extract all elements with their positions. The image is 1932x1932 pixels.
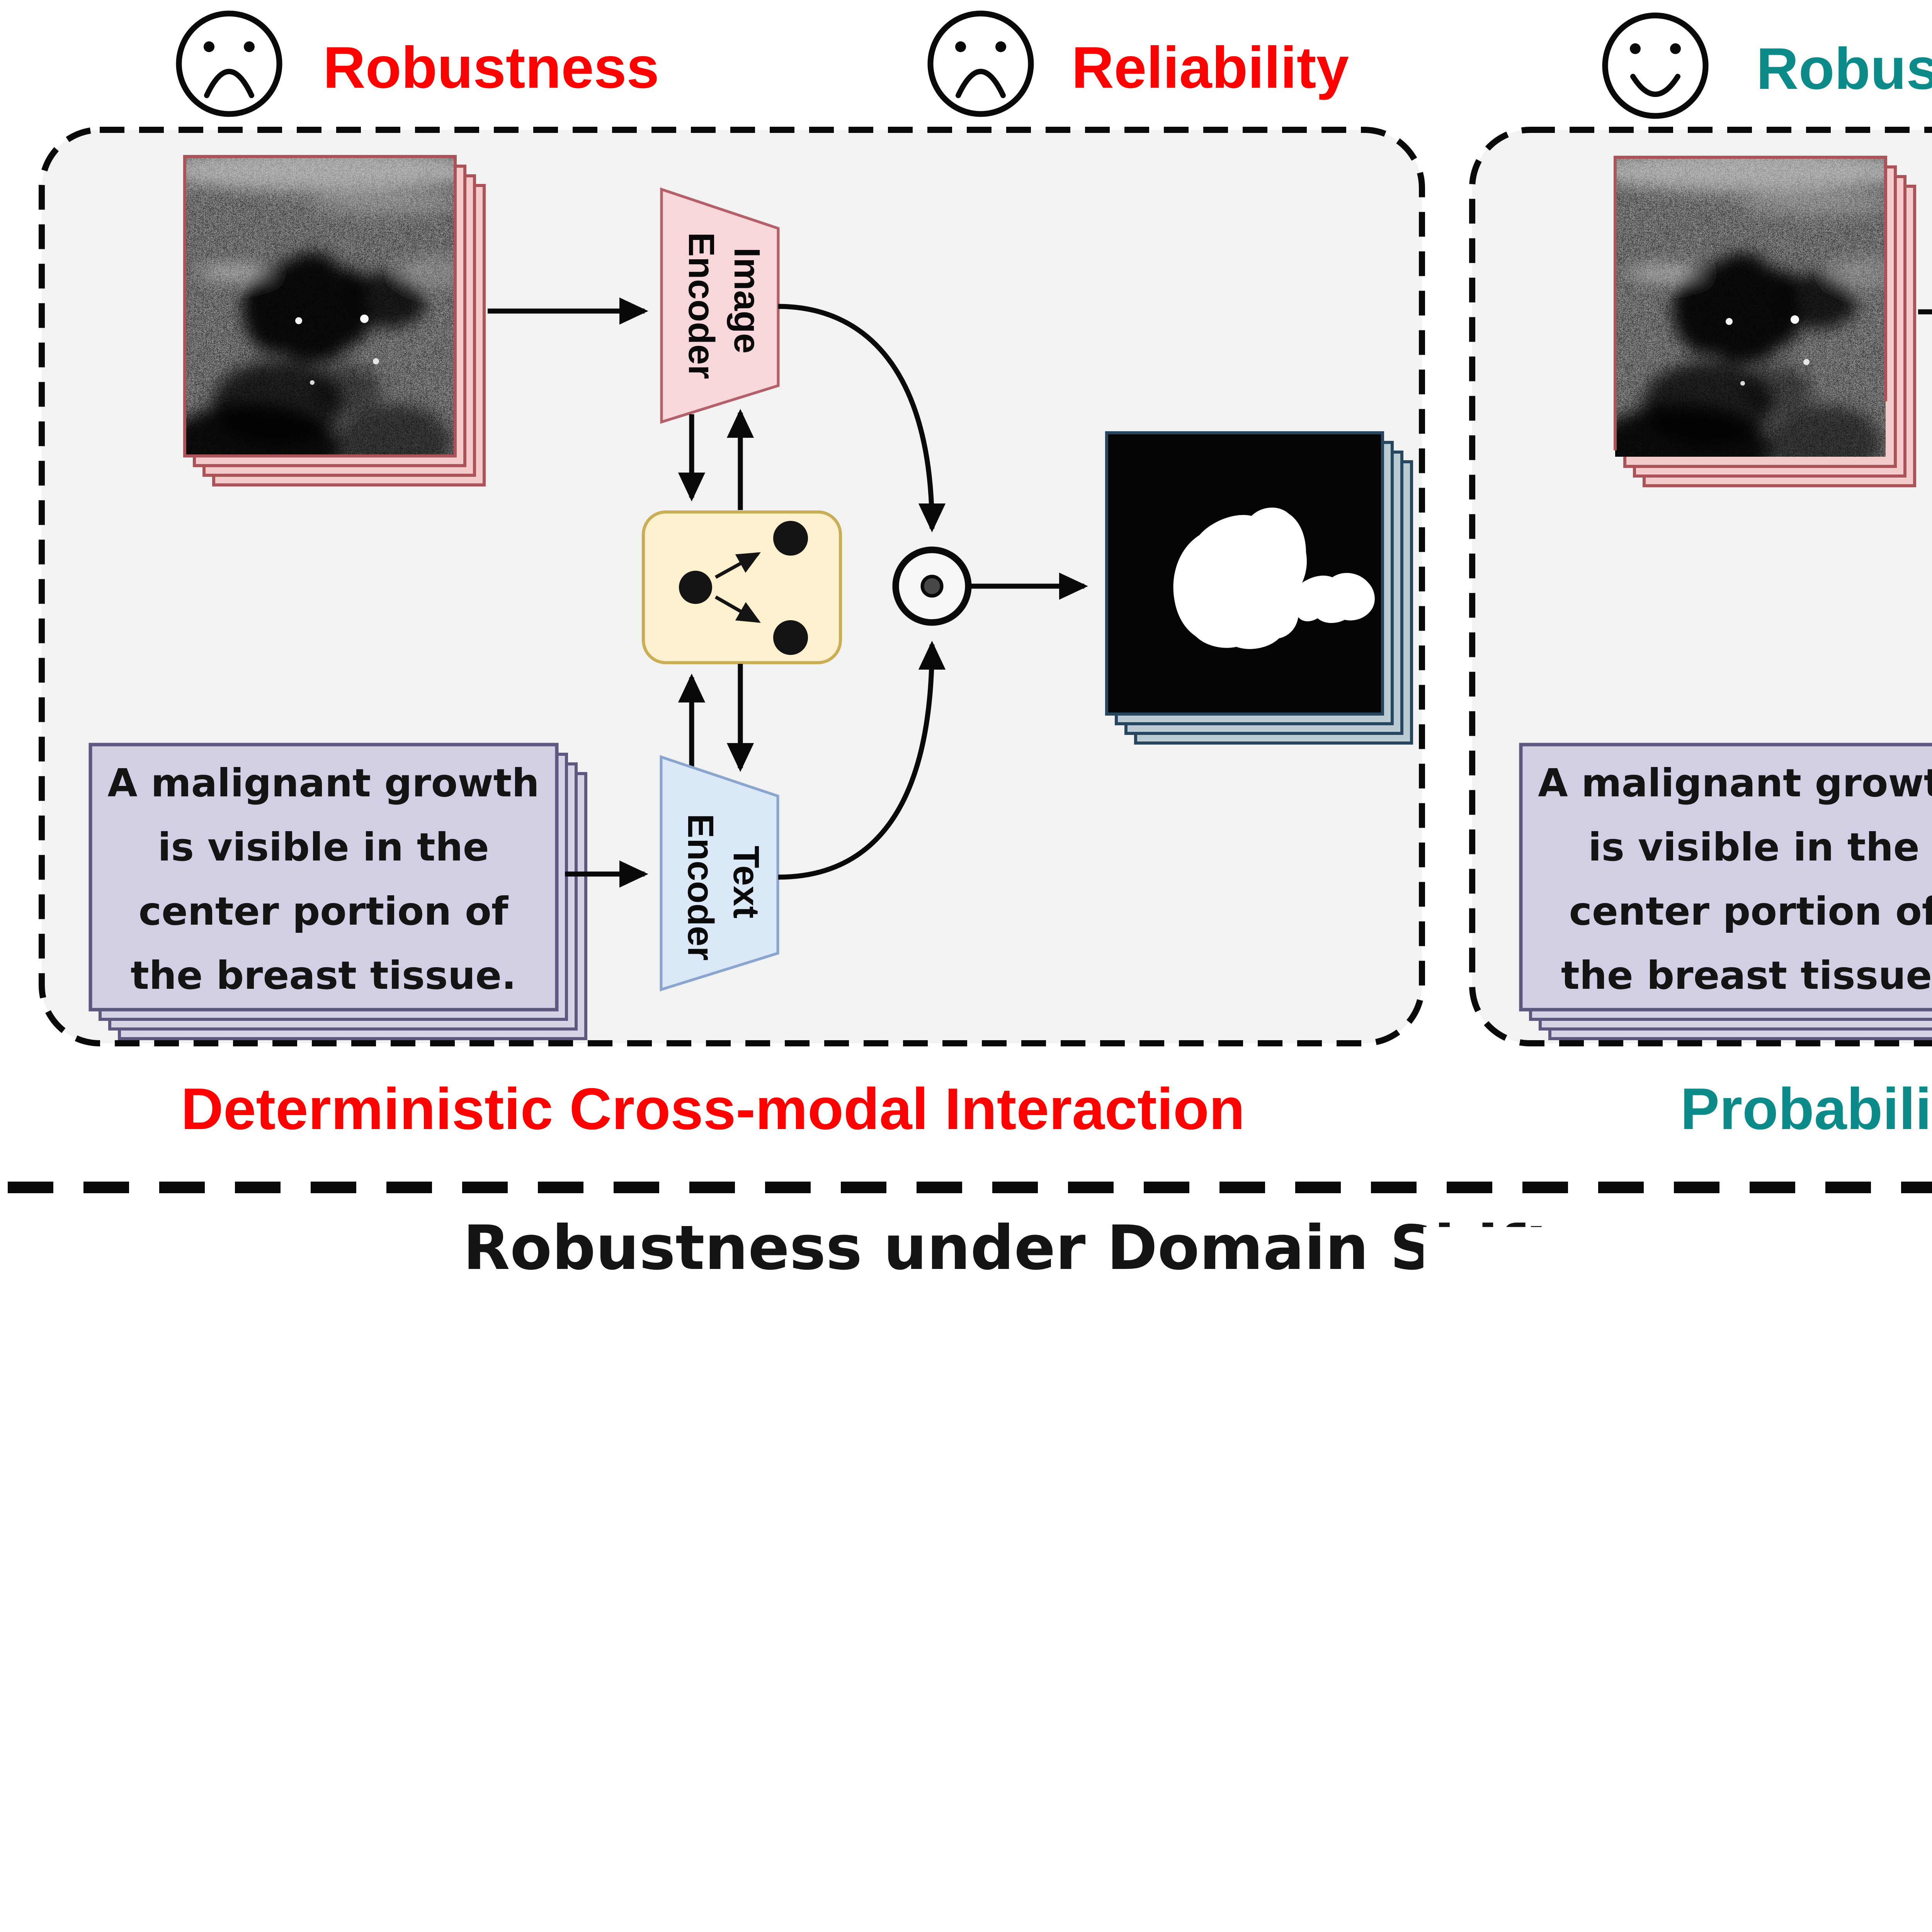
category-label-LViT: LViT bbox=[54, 1362, 481, 1427]
charts-section: Robustness under Domain Shift05101520LVi… bbox=[0, 0, 1932, 1932]
bar-MaPLe_Decoder bbox=[501, 1764, 1363, 1880]
value-label: 14.6 bbox=[1216, 1649, 1378, 1711]
bar-SAN bbox=[501, 1622, 1204, 1738]
chart-title-reliability: Reliability Performance bbox=[1781, 1216, 1932, 1278]
y-tick-mark bbox=[490, 1536, 501, 1539]
category-label-SAN: SAN bbox=[54, 1647, 481, 1713]
chart-title-robustness: Robustness under Domain Shift bbox=[425, 1217, 1592, 1279]
category-label-MaPLe_Decoder: MaPLe_Decoder bbox=[54, 1789, 481, 1855]
value-label: 15.7 bbox=[1269, 1506, 1431, 1568]
bar-VLSM-Adapter bbox=[501, 1907, 1103, 1932]
y-tick-mark bbox=[1822, 1641, 1833, 1644]
figure-root: Robustness Reliability Image Encoder A m… bbox=[0, 0, 1932, 1932]
bar-CLIPSeg bbox=[501, 1479, 1257, 1595]
bar-Deterministic-ID bbox=[1879, 1504, 1932, 1932]
y-tick-label: 20.0 bbox=[1586, 1609, 1818, 1675]
bar-LViT bbox=[501, 1337, 1382, 1452]
y-tick-label: 15.0 bbox=[1586, 1787, 1818, 1852]
value-label: 18.3 bbox=[1393, 1364, 1556, 1425]
category-label-CLIPSeg: CLIPSeg bbox=[54, 1504, 481, 1570]
y-tick-mark bbox=[490, 1678, 501, 1681]
y-axis-label-reliability: Brier Score (%) bbox=[1624, 1556, 1696, 1932]
y-tick-mark bbox=[1822, 1818, 1833, 1821]
y-tick-label: 25.0 bbox=[1586, 1432, 1818, 1498]
value-label: 17.9 bbox=[1374, 1791, 1537, 1853]
y-tick-mark bbox=[490, 1393, 501, 1396]
y-tick-mark bbox=[1822, 1463, 1833, 1466]
value-label: 23.9 bbox=[1854, 1436, 1932, 1498]
y-tick-mark bbox=[490, 1821, 501, 1824]
